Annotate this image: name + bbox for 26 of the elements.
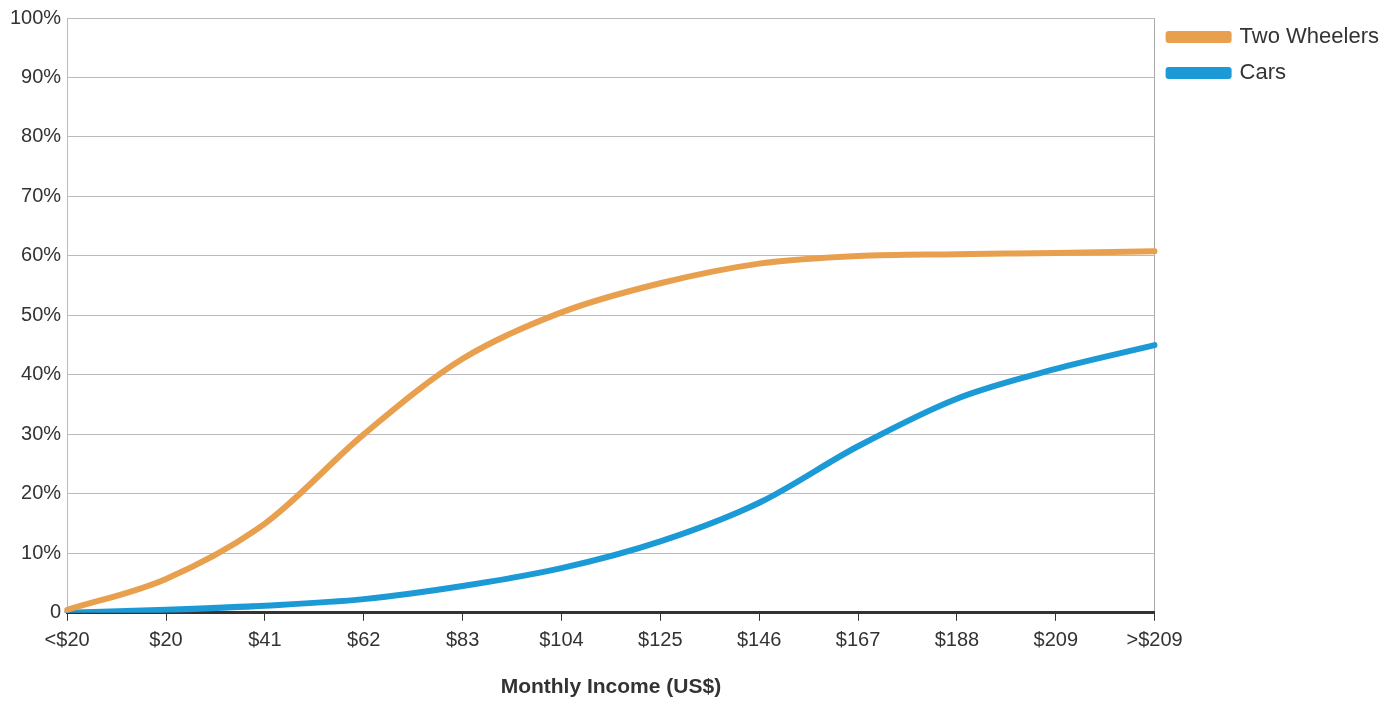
y-tick-label: 60% <box>21 243 62 266</box>
y-tick-label: 20% <box>21 481 62 504</box>
y-tick-label: 30% <box>21 421 62 444</box>
x-tick-label: >$209 <box>1126 628 1183 651</box>
x-tick-label: $209 <box>1033 628 1079 651</box>
x-tick-label: $62 <box>347 628 381 651</box>
y-tick-label: 10% <box>21 540 62 563</box>
y-tick-label: 40% <box>21 362 62 385</box>
y-tick-label: 90% <box>21 65 62 87</box>
y-tick-label: 50% <box>21 302 62 325</box>
y-tick-label: 100% <box>10 5 62 28</box>
legend-label: Two Wheelers <box>1239 23 1380 49</box>
x-tick-label: $125 <box>638 628 683 651</box>
y-tick-label: 80% <box>21 124 62 147</box>
x-tick-label: $188 <box>934 628 980 651</box>
y-tick-label: 0 <box>50 600 62 623</box>
x-tick-label: $167 <box>835 628 881 651</box>
x-axis-title: Monthly Income (US$) <box>500 674 722 698</box>
x-tick-label: $20 <box>149 628 183 651</box>
x-tick-label: $104 <box>539 628 584 651</box>
x-tick-label: <$20 <box>44 628 90 651</box>
x-tick-label: $41 <box>248 628 282 651</box>
x-tick-label: $146 <box>736 628 782 651</box>
y-tick-label: 70% <box>21 183 62 206</box>
x-tick-label: $83 <box>445 628 480 651</box>
legend-label: Cars <box>1239 59 1287 85</box>
